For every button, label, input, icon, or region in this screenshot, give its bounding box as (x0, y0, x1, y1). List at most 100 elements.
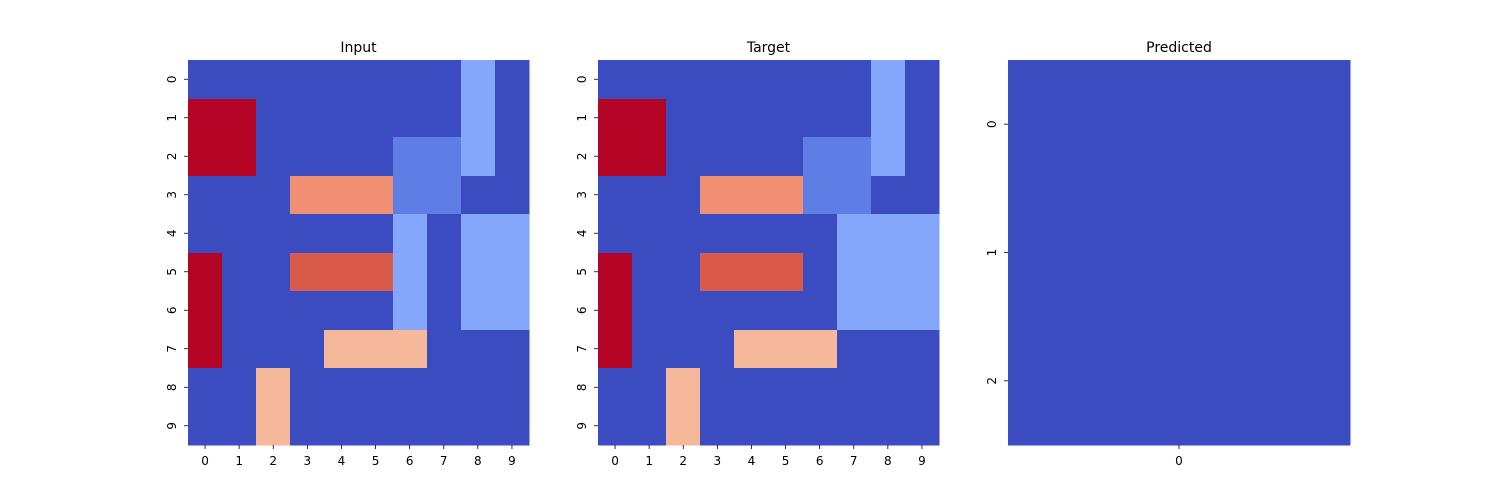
heatmap-cell (734, 60, 770, 100)
heatmap-cell (666, 291, 701, 331)
heatmap-cell (461, 253, 496, 292)
heatmap-cell (734, 214, 770, 254)
heatmap-cell (188, 137, 223, 177)
heatmap-cell (837, 137, 872, 177)
heatmap-cell (666, 137, 701, 177)
heatmap-cell (598, 407, 633, 446)
heatmap-cell (222, 291, 257, 331)
heatmap-cell (188, 368, 223, 408)
heatmap-cell (359, 368, 394, 408)
heatmap-cell (427, 330, 462, 369)
heatmap-cell (803, 368, 838, 408)
heatmap-cell (256, 137, 291, 177)
heatmap-cell (256, 291, 291, 331)
heatmap-cell (803, 99, 838, 138)
y-tick-label: 2 (165, 152, 179, 160)
heatmap-cell (700, 99, 735, 138)
heatmap-cell (837, 291, 872, 331)
heatmap-cell (837, 99, 872, 138)
heatmap-cell (769, 214, 804, 254)
heatmap-cell (837, 330, 872, 369)
heatmap-cell (632, 176, 667, 215)
heatmap-cell (837, 60, 872, 100)
heatmap-cell (495, 407, 530, 446)
heatmap-cell (700, 137, 735, 177)
heatmap-cell (427, 99, 462, 138)
heatmap-cell (188, 253, 223, 292)
heatmap-cell (734, 330, 770, 369)
heatmap-cell (734, 99, 770, 138)
heatmap-cell (632, 137, 667, 177)
heatmap-cell (700, 176, 735, 215)
y-tick-label: 8 (575, 383, 589, 391)
heatmap-cell (871, 330, 906, 369)
heatmap-cell (256, 99, 291, 138)
heatmap-cell (256, 253, 291, 292)
heatmap-cell (222, 330, 257, 369)
heatmap-cell (666, 330, 701, 369)
heatmap-cell (324, 176, 360, 215)
heatmap-cell (803, 253, 838, 292)
heatmap-cell (632, 407, 667, 446)
heatmap-cell (734, 407, 770, 446)
heatmap-cell (871, 176, 906, 215)
y-tick-label: 4 (165, 229, 179, 237)
heatmap-cell (871, 137, 906, 177)
y-tick-label: 0 (165, 75, 179, 83)
heatmap-cell (495, 214, 530, 254)
heatmap-cell (290, 214, 325, 254)
heatmap-panel-1: Target 0 1 2 3 4 5 6 7 8 9 0 1 2 3 4 5 6 7 8 9 (575, 40, 940, 468)
heatmap-cell (905, 407, 940, 446)
heatmap-cell (222, 214, 257, 254)
y-tick-label: 9 (575, 422, 589, 430)
y-tick-label: 7 (165, 345, 179, 353)
heatmap-cell (837, 368, 872, 408)
heatmap-cell (324, 330, 360, 369)
heatmap-cell (461, 214, 496, 254)
heatmap-cell (803, 291, 838, 331)
heatmap-cell (769, 330, 804, 369)
heatmap-cell (495, 368, 530, 408)
heatmap-cell (427, 137, 462, 177)
heatmap-cell (598, 99, 633, 138)
heatmap-cell (495, 330, 530, 369)
x-tick-label: 2 (679, 454, 687, 468)
heatmap-cell (837, 407, 872, 446)
heatmap-cell (495, 137, 530, 177)
heatmap-cell (256, 176, 291, 215)
y-tick-label: 5 (575, 268, 589, 276)
heatmap-cell (666, 214, 701, 254)
heatmap-cell (700, 253, 735, 292)
heatmap-cell (427, 407, 462, 446)
heatmap-cell (734, 137, 770, 177)
heatmap-cell (598, 176, 633, 215)
heatmap-cell (734, 176, 770, 215)
heatmap-cell (359, 330, 394, 369)
heatmap-cell (393, 60, 428, 100)
y-tick-label: 8 (165, 383, 179, 391)
heatmap-cell (461, 176, 496, 215)
x-tick-label: 7 (440, 454, 448, 468)
heatmap-cell (734, 291, 770, 331)
heatmap-cell (769, 99, 804, 138)
x-tick-label: 1 (235, 454, 243, 468)
x-tick-label: 0 (201, 454, 209, 468)
heatmap-cell (461, 291, 496, 331)
heatmap-cell (222, 176, 257, 215)
heatmap-cell (871, 99, 906, 138)
chart-title: Target (746, 40, 791, 56)
y-tick-label: 7 (575, 345, 589, 353)
heatmap-cell (871, 291, 906, 331)
heatmap-cell (359, 253, 394, 292)
heatmap-cell (359, 60, 394, 100)
heatmap-cell (769, 137, 804, 177)
heatmap-cell (905, 99, 940, 138)
heatmap-cell (222, 407, 257, 446)
heatmap-cell (495, 60, 530, 100)
heatmap-cell (700, 368, 735, 408)
heatmap-cell (188, 99, 223, 138)
heatmap-cell (256, 214, 291, 254)
heatmap-cell (632, 330, 667, 369)
heatmap-cell (359, 291, 394, 331)
heatmap-cell (324, 99, 360, 138)
